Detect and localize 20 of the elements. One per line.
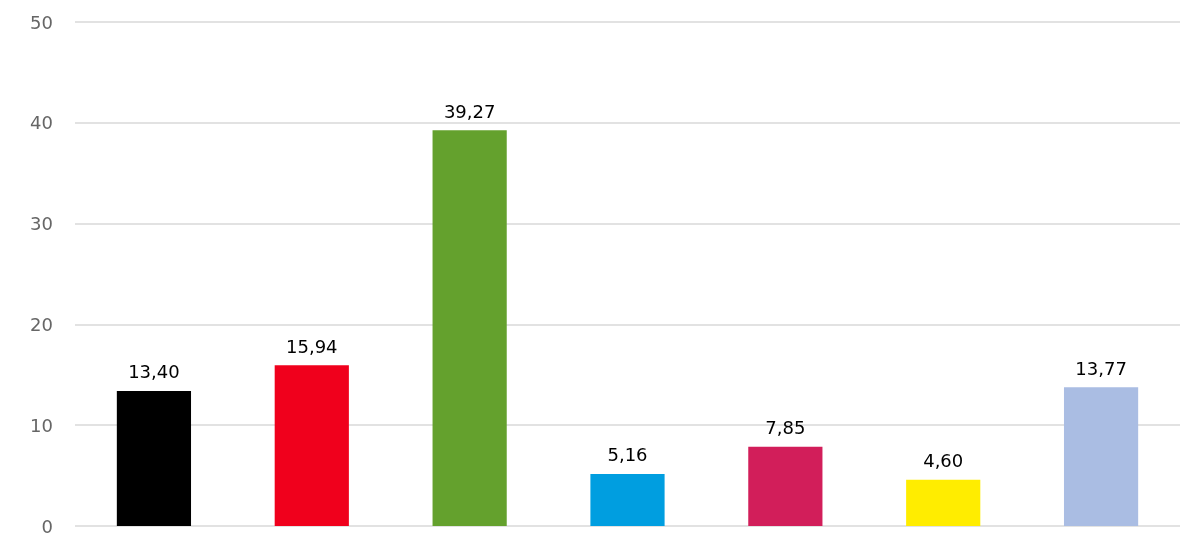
bar	[906, 479, 981, 526]
y-tick-label: 10	[30, 414, 53, 436]
data-label: 7,85	[765, 417, 806, 439]
y-tick-label: 20	[30, 313, 53, 335]
y-tick-label: 0	[41, 515, 53, 537]
y-tick-label: 50	[30, 11, 53, 33]
bar	[590, 473, 665, 526]
y-tick-label: 30	[30, 213, 53, 235]
data-label: 39,27	[443, 100, 496, 122]
bar	[748, 446, 823, 526]
bar	[274, 365, 349, 526]
bar	[432, 130, 507, 526]
data-label: 13,40	[128, 361, 180, 383]
data-label: 15,94	[286, 335, 338, 357]
bar	[1063, 387, 1139, 526]
y-tick-label: 40	[30, 112, 53, 134]
data-label: 5,16	[607, 444, 648, 466]
bar	[116, 390, 192, 526]
data-label: 4,60	[923, 450, 964, 472]
data-label: 13,77	[1075, 357, 1127, 379]
